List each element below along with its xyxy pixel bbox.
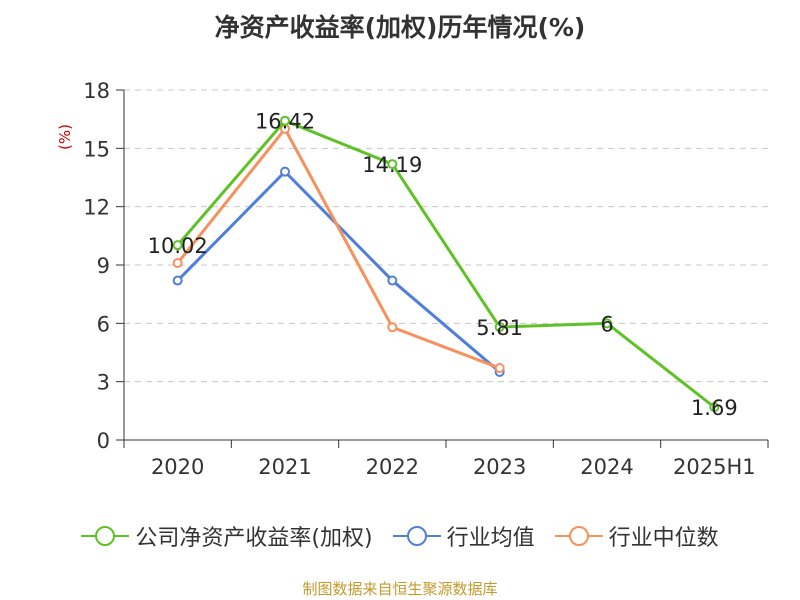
series-1-point-2021 bbox=[280, 166, 290, 177]
legend-item-company[interactable]: 公司净资产收益率(加权) bbox=[81, 520, 373, 552]
data-label-2023: 5.81 bbox=[476, 316, 523, 340]
y-tick-label-12: 12 bbox=[83, 196, 110, 220]
series-1-point-2020 bbox=[172, 275, 183, 286]
x-tick-label-2024: 2024 bbox=[580, 455, 633, 479]
series-0-point-2024 bbox=[602, 318, 612, 329]
legend-label-company: 公司净资产收益率(加权) bbox=[135, 526, 373, 551]
legend-item-industry-median[interactable]: 行业中位数 bbox=[554, 520, 719, 552]
y-tick-label-0: 0 bbox=[97, 429, 110, 453]
x-tick-label-2021: 2021 bbox=[258, 455, 311, 479]
x-tick-label-2023: 2023 bbox=[473, 455, 526, 479]
series-2-point-2020 bbox=[172, 258, 183, 269]
data-label-2025H1: 1.69 bbox=[691, 396, 738, 420]
x-tick-label-2022: 2022 bbox=[366, 455, 419, 479]
legend-marker-industry-median bbox=[554, 525, 603, 547]
series-0-point-2020 bbox=[172, 240, 183, 251]
series-0-point-2025H1 bbox=[709, 402, 720, 413]
chart-title: 净资产收益率(加权)历年情况(%) bbox=[214, 13, 586, 42]
legend-label-industry-mean: 行业均值 bbox=[446, 526, 535, 551]
x-tick-label-2025H1: 2025H1 bbox=[673, 455, 756, 479]
series-line-2 bbox=[176, 127, 501, 370]
series-0-point-2021 bbox=[280, 115, 290, 126]
series-2-point-2023 bbox=[494, 363, 505, 374]
x-tick-label-2020: 2020 bbox=[151, 455, 204, 479]
data-label-2024: 6 bbox=[600, 312, 613, 336]
y-tick-label-3: 3 bbox=[97, 371, 110, 395]
y-tick-label-15: 15 bbox=[83, 137, 110, 161]
y-tick-label-6: 6 bbox=[97, 312, 110, 336]
series-1-point-2022 bbox=[387, 275, 398, 286]
data-label-2021: 16.42 bbox=[255, 110, 315, 134]
legend-marker-company bbox=[81, 525, 130, 547]
legend-item-industry-mean[interactable]: 行业均值 bbox=[392, 520, 535, 552]
y-tick-label-18: 18 bbox=[83, 79, 110, 103]
source-note: 制图数据来自恒生聚源数据库 bbox=[302, 580, 498, 598]
series-2-point-2022 bbox=[387, 322, 398, 333]
data-label-2022: 14.19 bbox=[362, 153, 422, 177]
legend: 公司净资产收益率(加权) 行业均值 行业中位数 bbox=[0, 520, 800, 552]
series-0-point-2022 bbox=[387, 159, 398, 170]
data-label-2020: 10.02 bbox=[148, 234, 208, 258]
legend-label-industry-median: 行业中位数 bbox=[608, 526, 719, 551]
series-line-0 bbox=[176, 119, 716, 409]
series-0-point-2023 bbox=[494, 322, 505, 333]
legend-marker-industry-mean bbox=[392, 525, 441, 547]
y-tick-label-9: 9 bbox=[97, 254, 110, 278]
